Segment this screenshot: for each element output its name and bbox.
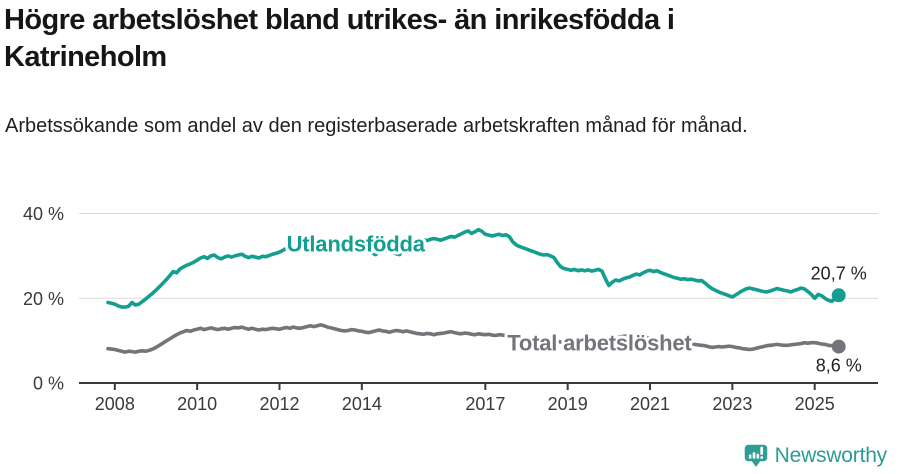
end-value-label-utlandsfodda: 20,7 %	[811, 263, 867, 283]
x-tick-label: 2008	[95, 394, 135, 414]
series-line-utlandsfodda	[106, 227, 841, 309]
brand-footer: Newsworthy	[744, 443, 887, 469]
chart-subtitle: Arbetssökande som andel av den registerb…	[5, 115, 748, 137]
brand-name: Newsworthy	[774, 444, 888, 467]
y-tick-label: 20 %	[23, 289, 64, 309]
end-value-label-total: 8,6 %	[816, 356, 862, 376]
series-label-utlandsfodda: Utlandsfödda	[287, 232, 426, 257]
series-label-total: Total arbetslöshet	[507, 330, 692, 355]
chart-title: Högre arbetslöshet bland utrikes- än inr…	[4, 4, 675, 73]
newsworthy-logo-icon	[744, 444, 767, 467]
y-tick-label: 0 %	[33, 374, 64, 394]
line-chart: 0 % 20 % 40 % 2008 2010 2012 2014 2017 2019 2021 2…	[23, 204, 878, 414]
y-tick-label: 40 %	[23, 204, 64, 224]
series-line-total	[106, 323, 841, 354]
x-tick-label: 2019	[548, 394, 588, 414]
x-tick-label: 2023	[712, 394, 752, 414]
series-end-dot-utlandsfodda	[831, 288, 846, 303]
x-tick-label: 2017	[465, 394, 505, 414]
x-tick-label: 2012	[259, 394, 299, 414]
x-tick-label: 2010	[177, 394, 217, 414]
x-tick-label: 2025	[795, 394, 835, 414]
x-tick-label: 2014	[342, 394, 382, 414]
x-tick-label: 2021	[630, 394, 670, 414]
series-end-dot-total	[831, 339, 846, 354]
